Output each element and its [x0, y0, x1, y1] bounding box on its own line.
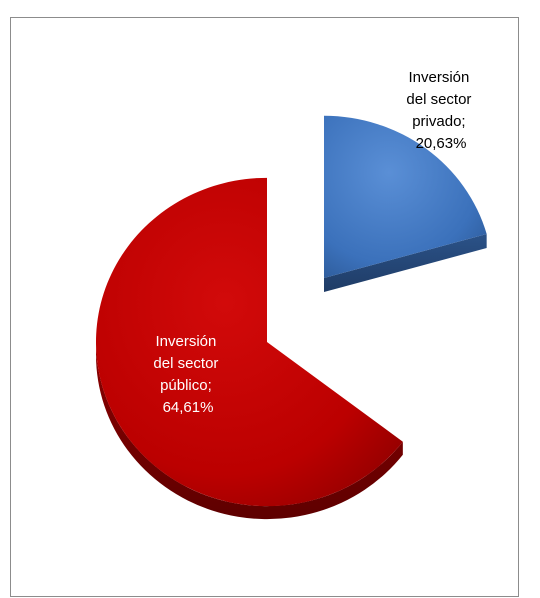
- data-label-line: público;: [160, 377, 212, 394]
- data-label-value: 20,63%: [416, 135, 467, 152]
- data-label-line: Inversión: [408, 69, 469, 86]
- data-label-line: Inversión: [155, 333, 216, 350]
- pie-slice-top: [324, 115, 487, 278]
- data-label-line: privado;: [412, 113, 465, 130]
- data-label-sector-privado: Inversión del sector privado; 20,63%: [406, 69, 475, 152]
- data-label-line: del sector: [406, 91, 471, 108]
- data-label-sector-publico: Inversión del sector público; 64,61%: [153, 333, 222, 416]
- data-label-value: 64,61%: [163, 399, 214, 416]
- pie-slice-sector-publico: [96, 177, 403, 520]
- pie-slice-side: [324, 234, 487, 292]
- pie-slice-sector-privado: [324, 115, 487, 292]
- data-label-line: del sector: [153, 355, 218, 372]
- pie-slice-top: [96, 177, 403, 507]
